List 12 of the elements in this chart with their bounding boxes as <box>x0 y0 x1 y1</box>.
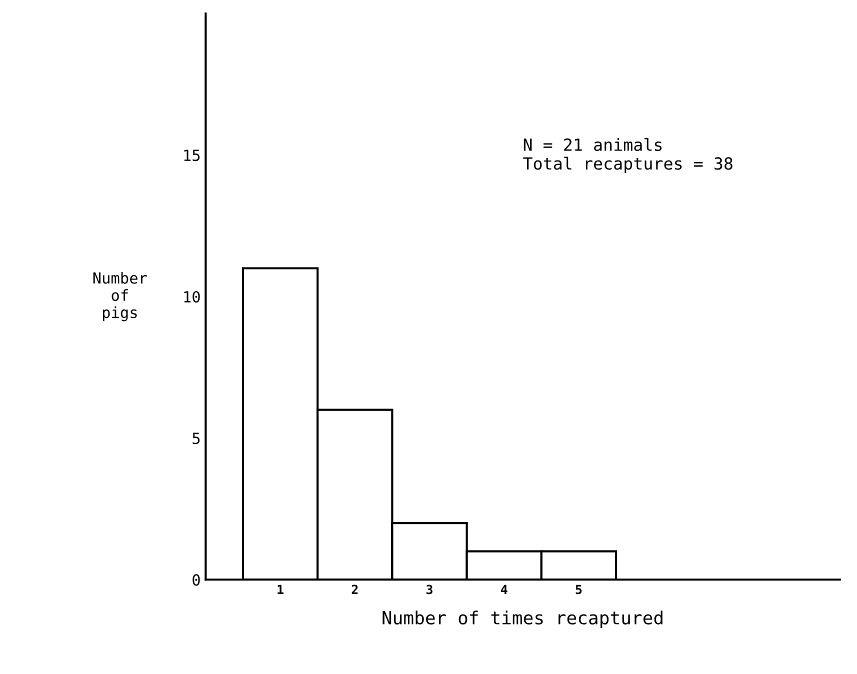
y-tick-label: 0 <box>192 574 200 586</box>
x-axis-title: Number of times recaptured <box>382 610 662 628</box>
y-axis-title: Number of pigs <box>93 272 147 322</box>
x-tick-label: 4 <box>500 584 508 594</box>
x-tick-label: 1 <box>278 584 284 594</box>
x-tick-label: 5 <box>576 584 582 594</box>
y-tick-label: 15 <box>184 150 200 162</box>
annotation: N = 21 animals Total recaptures = 38 <box>523 138 732 174</box>
x-tick-label: 2 <box>352 584 358 594</box>
x-tick-label: 3 <box>426 584 432 594</box>
y-tick-label: 10 <box>184 291 200 303</box>
y-tick-label: 5 <box>192 432 200 444</box>
